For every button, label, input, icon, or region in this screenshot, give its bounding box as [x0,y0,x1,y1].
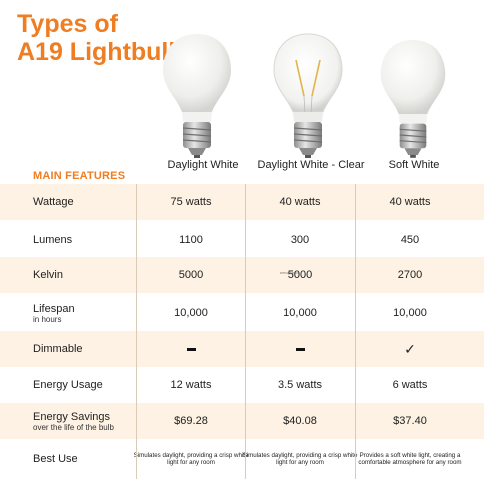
table-row-energy-savings: Energy Savings over the life of the bulb… [0,403,484,439]
table-row-lifespan: Lifespan in hours 10,000 10,000 10,000 [0,295,484,331]
table-cell: Simulates daylight, providing a crisp wh… [242,451,358,467]
section-label: MAIN FEATURES [33,170,126,182]
table-cell: 10,000 [283,307,317,319]
table-row-kelvin: Kelvin 5000 5000 2700 [0,257,484,293]
column-header-daylight-white-clear: Daylight White - Clear [257,159,365,171]
row-label-sub: over the life of the bulb [33,422,114,432]
table-cell: 75 watts [170,196,212,208]
title-line-1: Types of [17,10,118,38]
table-row-dimmable: Dimmable ✓ [0,331,484,367]
table-cell: 1100 [179,234,203,246]
row-label-main: Lifespan [33,302,75,315]
table-row-energy-usage: Energy Usage 12 watts 3.5 watts 6 watts [0,367,484,403]
table-cell: 450 [400,234,420,246]
table-row-best-use: Best Use Simulates daylight, providing a… [0,441,484,477]
table-cell: Simulates daylight, providing a crisp wh… [133,451,249,467]
frosted-bulb-icon [380,40,446,158]
column-header-daylight-white: Daylight White [167,159,239,171]
table-cell: 6 watts [392,379,428,391]
row-label: Lifespan in hours [33,303,75,324]
table-cell: $37.40 [393,415,427,427]
checkmark-icon: ✓ [404,341,416,357]
row-label: Kelvin [33,269,63,281]
column-divider [245,184,246,479]
table-cell: $40.08 [283,415,317,427]
row-label: Wattage [33,196,74,208]
clear-bulb-icon [273,33,343,158]
row-label: Dimmable [33,343,83,355]
dash-icon [245,343,355,355]
table-cell: 2700 [397,269,423,281]
dash-icon [136,343,246,355]
tiny-watermark-text: MTIVARWON [280,271,299,275]
column-header-soft-white: Soft White [388,159,440,171]
table-cell: 5000 [178,269,204,281]
column-divider [136,184,137,479]
row-label: Lumens [33,234,73,246]
row-label: Best Use [33,453,78,465]
table-cell: $69.28 [174,415,208,427]
table-cell: Provides a soft white light, creating a … [358,451,462,467]
row-label: Energy Usage [33,379,103,391]
table-cell: 40 watts [279,196,321,208]
table-cell: 3.5 watts [277,379,323,391]
frosted-bulb-icon [163,34,231,158]
table-cell: 12 watts [170,379,212,391]
row-label: Energy Savings over the life of the bulb [33,411,114,432]
table-cell: 40 watts [389,196,431,208]
table-cell: 5000 [287,269,313,281]
column-divider [355,184,356,479]
table-cell: 300 [290,234,310,246]
table-cell: 10,000 [174,307,208,319]
row-label-sub: in hours [33,314,62,324]
table-cell: 10,000 [393,307,427,319]
row-label-main: Energy Savings [33,410,111,423]
table-row-wattage: Wattage 75 watts 40 watts 40 watts [0,184,484,220]
table-row-lumens: Lumens 1100 300 450 [0,222,484,258]
